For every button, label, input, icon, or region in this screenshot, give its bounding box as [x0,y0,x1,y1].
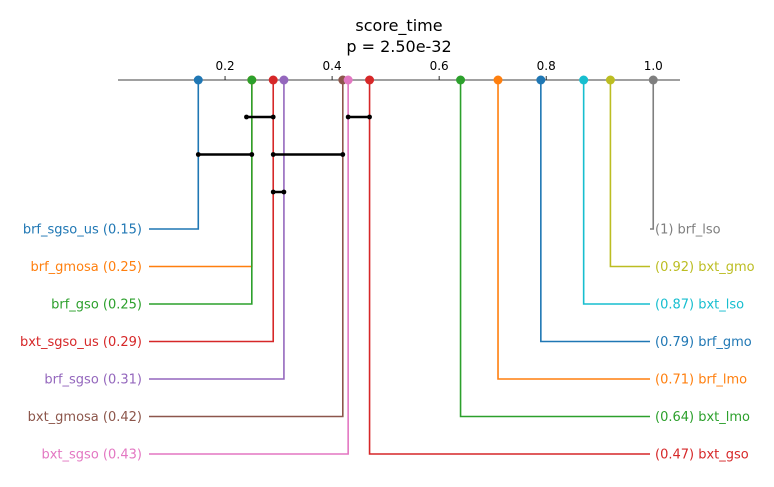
item-labels: brf_sgso_us (0.15) brf_gmosa (0.25) brf_gs… [20,223,755,463]
marker-bxt_lso [579,75,589,85]
tick-label: 0.8 [537,59,556,73]
connector-brf_gmosa [149,80,253,268]
tick-label: 0.6 [430,59,449,73]
connector-brf_lso [650,80,655,230]
connector-brf_gso [149,80,253,305]
rank-markers [193,75,658,85]
connector-brf_sgso [149,80,285,380]
label-brf_gso: brf_gso (0.25) [51,298,142,313]
label-bxt_sgso: bxt_sgso (0.43) [41,448,142,463]
connector-bxt_lmo [459,80,650,418]
connector-brf_sgso_us [149,80,200,230]
marker-brf_lmo [493,75,503,85]
label-brf_sgso_us: brf_sgso_us (0.15) [23,223,142,238]
label-bxt_lmo: (0.64) bxt_lmo [655,410,750,425]
label-brf_sgso: brf_sgso (0.31) [44,373,142,388]
label-bxt_gso: (0.47) bxt_gso [655,448,749,463]
clique-end [195,152,201,157]
label-bxt_gmosa: bxt_gmosa (0.42) [28,410,142,425]
chart-title: score_time [355,16,442,36]
marker-bxt_gso [365,75,375,85]
connector-bxt_gso [368,80,650,455]
connector-bxt_lso [582,80,650,305]
label-brf_lmo: (0.71) brf_lmo [655,373,747,388]
chart-subtitle: p = 2.50e-32 [346,37,451,56]
connector-brf_lmo [497,80,650,380]
label-bxt_lso: (0.87) bxt_lso [655,298,744,313]
marker-bxt_sgso_us [268,75,278,85]
clique-bars [195,114,372,195]
x-axis: 0.2 0.4 0.6 0.8 1.0 [118,59,680,81]
clique-end [367,114,372,120]
clique-end [281,189,287,195]
label-brf_gmosa: brf_gmosa (0.25) [30,260,142,275]
label-brf_gmo: (0.79) brf_gmo [655,335,752,350]
tick-label: 0.2 [216,59,235,73]
clique-end [270,152,276,157]
tick-label: 0.4 [323,59,342,73]
connector-brf_gmo [540,80,650,343]
clique-end [244,114,249,120]
tick-label: 1.0 [644,59,663,73]
label-bxt_gmo: (0.92) bxt_gmo [655,260,755,275]
item-connectors [149,80,655,455]
marker-bxt_lmo [456,75,466,85]
clique-end [340,152,346,157]
marker-brf_gmo [536,75,546,85]
clique-end [270,114,276,120]
connector-bxt_sgso_us [149,80,275,343]
connector-bxt_gmo [609,80,650,268]
marker-bxt_sgso [343,75,353,85]
marker-brf_gso [247,75,257,85]
connector-bxt_gmosa [149,80,344,418]
clique-end [270,189,276,195]
marker-brf_sgso [279,75,289,85]
label-bxt_sgso_us: bxt_sgso_us (0.29) [20,335,142,350]
marker-brf_lso [648,75,658,85]
clique-end [249,152,255,157]
clique-end [345,114,351,120]
connector-bxt_sgso [149,80,349,455]
label-brf_lso: (1) brf_lso [655,223,721,238]
marker-bxt_gmo [605,75,615,85]
marker-brf_sgso_us [193,75,203,85]
